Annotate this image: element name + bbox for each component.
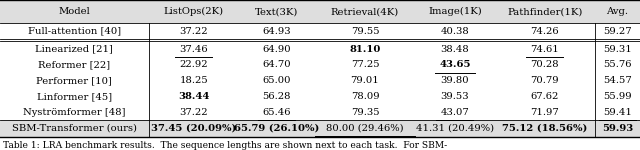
Text: 65.79 (26.10%): 65.79 (26.10%) bbox=[234, 124, 319, 133]
Text: 67.62: 67.62 bbox=[531, 92, 559, 101]
Text: Nyströmformer [48]: Nyströmformer [48] bbox=[23, 108, 125, 117]
Text: 79.01: 79.01 bbox=[351, 76, 380, 85]
Text: Linformer [45]: Linformer [45] bbox=[37, 92, 112, 101]
Text: 43.65: 43.65 bbox=[439, 60, 470, 69]
Text: 37.46: 37.46 bbox=[179, 45, 208, 54]
Text: ListOps(2K): ListOps(2K) bbox=[164, 7, 224, 16]
Text: 59.93: 59.93 bbox=[602, 124, 633, 133]
Text: 77.25: 77.25 bbox=[351, 60, 380, 69]
Text: Table 1: LRA benchmark results.  The sequence lengths are shown next to each tas: Table 1: LRA benchmark results. The sequ… bbox=[3, 141, 447, 150]
Text: 59.27: 59.27 bbox=[604, 27, 632, 36]
Text: 18.25: 18.25 bbox=[179, 76, 208, 85]
Text: 55.99: 55.99 bbox=[604, 92, 632, 101]
Bar bbox=[0, 0, 640, 23]
Text: 54.57: 54.57 bbox=[603, 76, 632, 85]
Text: Full-attention [40]: Full-attention [40] bbox=[28, 27, 121, 36]
Text: 39.80: 39.80 bbox=[440, 76, 469, 85]
Text: SBM-Transformer (ours): SBM-Transformer (ours) bbox=[12, 124, 137, 133]
Text: 59.41: 59.41 bbox=[603, 108, 632, 117]
Bar bbox=[0, 120, 640, 136]
Text: 56.28: 56.28 bbox=[262, 92, 291, 101]
Text: 22.92: 22.92 bbox=[179, 60, 208, 69]
Text: 37.22: 37.22 bbox=[179, 27, 208, 36]
Text: 70.79: 70.79 bbox=[531, 76, 559, 85]
Text: 40.38: 40.38 bbox=[440, 27, 469, 36]
Text: 78.09: 78.09 bbox=[351, 92, 380, 101]
Text: 64.93: 64.93 bbox=[262, 27, 291, 36]
Text: Model: Model bbox=[58, 7, 90, 16]
Text: 74.61: 74.61 bbox=[531, 45, 559, 54]
Text: Image(1K): Image(1K) bbox=[428, 7, 482, 16]
Text: 79.35: 79.35 bbox=[351, 108, 380, 117]
Text: 64.90: 64.90 bbox=[262, 45, 291, 54]
Text: Retrieval(4K): Retrieval(4K) bbox=[331, 7, 399, 16]
Text: 64.70: 64.70 bbox=[262, 60, 291, 69]
Text: Pathfinder(1K): Pathfinder(1K) bbox=[507, 7, 582, 16]
Text: 65.00: 65.00 bbox=[262, 76, 291, 85]
Text: 43.07: 43.07 bbox=[440, 108, 469, 117]
Text: Reformer [22]: Reformer [22] bbox=[38, 60, 111, 69]
Text: 70.28: 70.28 bbox=[531, 60, 559, 69]
Text: Linearized [21]: Linearized [21] bbox=[35, 45, 113, 54]
Text: 75.12 (18.56%): 75.12 (18.56%) bbox=[502, 124, 588, 133]
Text: 80.00 (29.46%): 80.00 (29.46%) bbox=[326, 124, 404, 133]
Text: 41.31 (20.49%): 41.31 (20.49%) bbox=[416, 124, 494, 133]
Text: 37.45 (20.09%): 37.45 (20.09%) bbox=[151, 124, 236, 133]
Text: 38.48: 38.48 bbox=[440, 45, 469, 54]
Text: Text(3K): Text(3K) bbox=[255, 7, 298, 16]
Text: 81.10: 81.10 bbox=[349, 45, 381, 54]
Text: Performer [10]: Performer [10] bbox=[36, 76, 112, 85]
Text: 38.44: 38.44 bbox=[178, 92, 209, 101]
Text: 79.55: 79.55 bbox=[351, 27, 380, 36]
Text: 37.22: 37.22 bbox=[179, 108, 208, 117]
Text: 71.97: 71.97 bbox=[531, 108, 559, 117]
Text: 55.76: 55.76 bbox=[604, 60, 632, 69]
Text: 65.46: 65.46 bbox=[262, 108, 291, 117]
Text: Avg.: Avg. bbox=[607, 7, 628, 16]
Text: 39.53: 39.53 bbox=[440, 92, 469, 101]
Text: 74.26: 74.26 bbox=[531, 27, 559, 36]
Text: 59.31: 59.31 bbox=[603, 45, 632, 54]
